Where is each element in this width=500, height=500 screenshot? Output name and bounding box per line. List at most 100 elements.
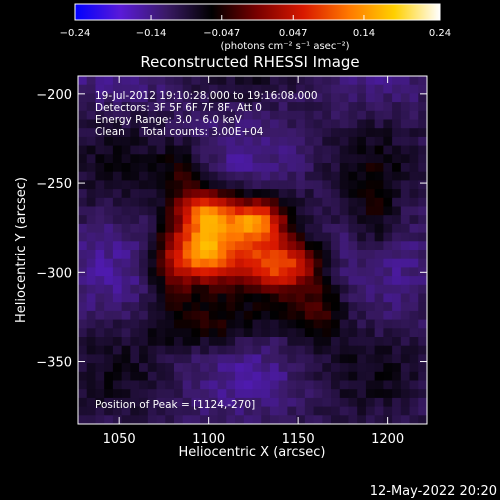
heatmap-cell <box>182 310 193 321</box>
heatmap-cell <box>235 223 245 234</box>
heatmap-cell <box>156 110 166 121</box>
heatmap-cell <box>86 363 97 373</box>
heatmap-cell <box>217 171 227 181</box>
heatmap-cell <box>357 310 367 321</box>
heatmap-cell <box>235 354 245 364</box>
heatmap-cell <box>261 310 271 321</box>
heatmap-cell <box>365 319 376 329</box>
heatmap-cell <box>278 250 288 260</box>
heatmap-cell <box>139 102 149 112</box>
heatmap-cell <box>392 197 402 208</box>
heatmap-cell <box>313 406 323 416</box>
heatmap-cell <box>313 363 323 373</box>
heatmap-cell <box>304 345 315 355</box>
heatmap-cell <box>409 267 419 277</box>
heatmap-cell <box>217 250 227 260</box>
heatmap-cell <box>235 180 245 190</box>
heatmap-cell <box>313 354 323 364</box>
heatmap-cell <box>139 145 149 155</box>
heatmap-cell <box>365 119 376 129</box>
heatmap-cell <box>296 102 306 112</box>
heatmap-cell <box>392 110 402 121</box>
heatmap-cell <box>243 189 254 199</box>
heatmap-cell <box>173 328 184 338</box>
heatmap-cell <box>383 258 393 268</box>
heatmap-cell <box>86 284 97 295</box>
heatmap-cell <box>78 406 88 416</box>
heatmap-cell <box>217 145 227 155</box>
heatmap-cell <box>313 171 323 181</box>
heatmap-cell <box>287 84 297 94</box>
heatmap-cell <box>112 241 123 251</box>
heatmap-cell <box>112 171 123 181</box>
heatmap-cell <box>331 215 341 225</box>
heatmap-cell <box>182 389 193 399</box>
annotation-time-range: 19-Jul-2012 19:10:28.000 to 19:16:08.000 <box>95 90 318 102</box>
heatmap-cell <box>304 406 315 416</box>
heatmap-cell <box>269 215 280 225</box>
heatmap-cell <box>217 337 227 347</box>
heatmap-cell <box>365 328 376 338</box>
heatmap-cell <box>392 371 402 382</box>
heatmap-cell <box>147 110 158 121</box>
heatmap-cell <box>235 345 245 355</box>
heatmap-cell <box>400 232 411 242</box>
heatmap-cell <box>261 197 271 208</box>
heatmap-cell <box>200 258 210 268</box>
heatmap-cell <box>339 171 350 181</box>
heatmap-cell <box>357 363 367 373</box>
heatmap-cell <box>78 284 88 295</box>
heatmap-cell <box>313 371 323 382</box>
heatmap-cell <box>304 241 315 251</box>
heatmap-cell <box>217 258 227 268</box>
heatmap-cell <box>252 293 262 303</box>
heatmap-cell <box>331 102 341 112</box>
heatmap-cell <box>383 250 393 260</box>
heatmap-cell <box>287 267 297 277</box>
heatmap-cell <box>182 145 193 155</box>
heatmap-cell <box>147 389 158 399</box>
heatmap-cell <box>400 197 411 208</box>
heatmap-cell <box>287 102 297 112</box>
heatmap-cell <box>409 415 419 424</box>
heatmap-cell <box>278 363 288 373</box>
heatmap-cell <box>392 223 402 234</box>
heatmap-cell <box>418 93 427 103</box>
heatmap-cell <box>200 171 210 181</box>
heatmap-cell <box>112 232 123 242</box>
heatmap-cell <box>409 171 419 181</box>
heatmap-cell <box>400 276 411 286</box>
heatmap-cell <box>357 319 367 329</box>
heatmap-cell <box>322 415 332 424</box>
heatmap-cell <box>191 293 201 303</box>
y-tick-label: −350 <box>36 356 72 371</box>
colorbar: −0.24 −0.14 −0.047 0.047 0.14 0.24 (photons c… <box>60 3 451 52</box>
heatmap-cell <box>226 250 236 260</box>
heatmap-cell <box>392 171 402 181</box>
heatmap-cell <box>243 180 254 190</box>
heatmap-cell <box>409 371 419 382</box>
heatmap-cell <box>322 354 332 364</box>
heatmap-cell <box>348 119 358 129</box>
heatmap-cell <box>182 276 193 286</box>
heatmap-cell <box>139 110 149 121</box>
heatmap-cell <box>139 189 149 199</box>
heatmap-cell <box>191 267 201 277</box>
heatmap-cell <box>269 258 280 268</box>
heatmap-cell <box>365 241 376 251</box>
heatmap-cell <box>269 302 280 312</box>
heatmap-cell <box>339 354 350 364</box>
heatmap-cell <box>121 163 131 173</box>
heatmap-cell <box>322 406 332 416</box>
heatmap-cell <box>95 171 105 181</box>
heatmap-cell <box>121 337 131 347</box>
heatmap-cell <box>313 145 323 155</box>
heatmap-cell <box>121 232 131 242</box>
heatmap-cell <box>182 223 193 234</box>
heatmap-cell <box>78 93 88 103</box>
heatmap-cell <box>156 371 166 382</box>
heatmap-cell <box>348 232 358 242</box>
heatmap-cell <box>418 380 427 390</box>
heatmap-cell <box>95 154 105 164</box>
heatmap-cell <box>243 197 254 208</box>
